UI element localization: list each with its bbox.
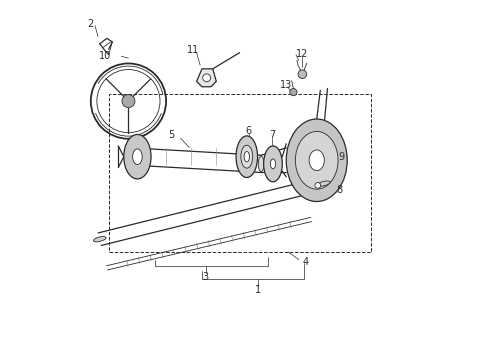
Text: 4: 4 <box>302 257 308 267</box>
Text: 7: 7 <box>269 130 275 140</box>
Ellipse shape <box>258 156 264 172</box>
Ellipse shape <box>241 145 253 168</box>
Circle shape <box>203 74 211 82</box>
Ellipse shape <box>318 181 330 186</box>
Text: 1: 1 <box>255 285 261 296</box>
Text: 5: 5 <box>169 130 174 140</box>
Text: 3: 3 <box>202 272 209 282</box>
Circle shape <box>122 95 135 108</box>
Text: 13: 13 <box>280 80 293 90</box>
Ellipse shape <box>244 152 249 162</box>
Circle shape <box>315 183 320 188</box>
Ellipse shape <box>309 150 324 171</box>
Text: 12: 12 <box>296 49 309 59</box>
Ellipse shape <box>295 131 338 189</box>
Bar <box>109 94 370 252</box>
Text: 11: 11 <box>187 45 199 55</box>
Text: 8: 8 <box>336 185 342 195</box>
Circle shape <box>290 89 297 96</box>
Ellipse shape <box>236 136 258 177</box>
Ellipse shape <box>270 159 275 169</box>
Ellipse shape <box>132 148 139 165</box>
Text: 6: 6 <box>245 126 252 136</box>
Polygon shape <box>196 69 216 87</box>
Text: 2: 2 <box>87 19 93 29</box>
Ellipse shape <box>124 134 151 179</box>
Ellipse shape <box>133 149 142 165</box>
Ellipse shape <box>94 237 106 242</box>
Ellipse shape <box>264 146 282 182</box>
Text: 10: 10 <box>99 51 111 61</box>
Ellipse shape <box>286 119 347 202</box>
Text: 9: 9 <box>338 152 344 162</box>
Circle shape <box>298 70 307 78</box>
